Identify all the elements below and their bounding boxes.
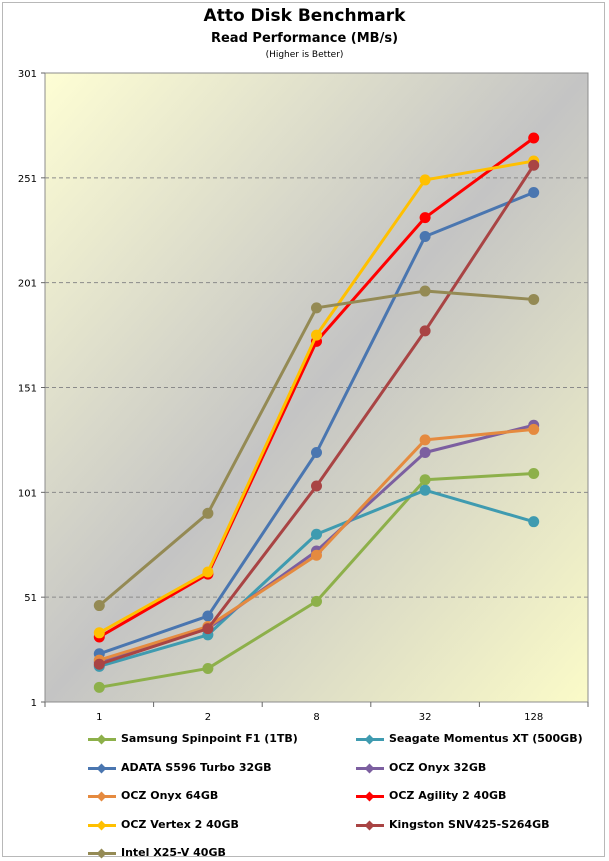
x-tick-label: 1 [96, 712, 102, 723]
data-point [419, 325, 431, 337]
data-point [419, 446, 431, 458]
x-tick-label: 32 [419, 712, 432, 723]
y-tick-label: 101 [18, 488, 37, 499]
y-tick-label: 301 [18, 69, 37, 80]
data-point [419, 212, 431, 224]
data-point [419, 484, 431, 496]
data-point [93, 600, 105, 612]
y-tick-label: 201 [18, 279, 37, 290]
data-point [419, 285, 431, 297]
x-tick-label: 128 [524, 712, 543, 723]
data-point [528, 159, 540, 171]
y-tick-label: 1 [31, 698, 37, 709]
data-point [311, 329, 322, 341]
data-point [311, 446, 322, 458]
data-point [311, 302, 322, 314]
data-point [202, 662, 214, 674]
chart-subtitle: Read Performance (MB/s) [210, 31, 399, 46]
data-point [202, 610, 214, 622]
data-point [202, 507, 214, 519]
data-point [419, 174, 431, 186]
plot-area [44, 72, 589, 703]
data-point [419, 434, 431, 446]
chart-note: (Higher is Better) [265, 50, 344, 60]
series-8 [93, 285, 540, 612]
data-point [311, 549, 322, 561]
series-0 [93, 467, 540, 693]
data-point [93, 658, 105, 670]
data-point [93, 627, 105, 639]
data-point [528, 423, 540, 435]
data-point [311, 480, 322, 492]
data-point [528, 516, 540, 528]
data-point [419, 231, 431, 243]
data-point [202, 623, 214, 635]
y-tick-label: 251 [18, 174, 37, 185]
chart-title: Atto Disk Benchmark [203, 6, 406, 26]
data-point [528, 132, 540, 144]
data-point [93, 681, 105, 693]
data-point [528, 293, 540, 305]
y-tick-label: 51 [24, 593, 37, 604]
x-tick-label: 2 [205, 712, 211, 723]
data-point [419, 474, 431, 486]
data-point [528, 187, 540, 199]
data-point [311, 528, 322, 540]
data-point [202, 566, 214, 578]
x-tick-label: 8 [313, 712, 319, 723]
data-point [528, 467, 540, 479]
series-7 [93, 159, 540, 670]
data-point [311, 595, 322, 607]
y-tick-label: 151 [18, 384, 37, 395]
